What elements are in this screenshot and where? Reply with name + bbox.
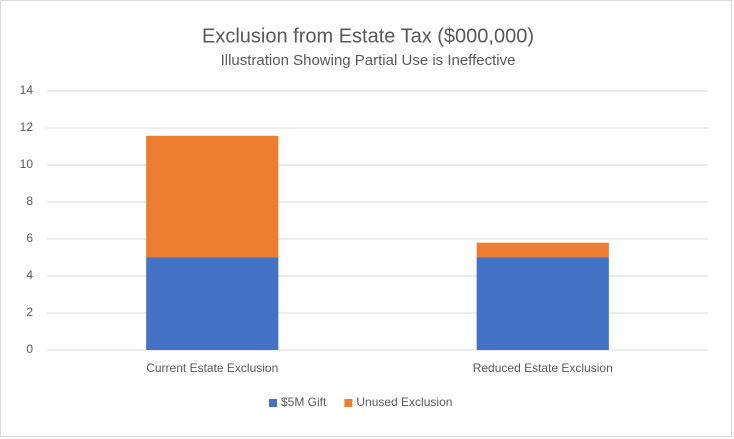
- y-tick-label: 0: [26, 342, 33, 356]
- x-tick-label: Current Estate Exclusion: [146, 361, 278, 375]
- bar-segment: [146, 135, 279, 258]
- y-tick-label: 6: [26, 231, 33, 245]
- y-tick-label: 2: [26, 305, 33, 319]
- chart-title: Exclusion from Estate Tax ($000,000): [202, 25, 534, 47]
- legend-label: $5M Gift: [281, 395, 327, 409]
- bar-segment: [476, 257, 609, 350]
- y-tick-label: 4: [26, 268, 33, 282]
- legend-swatch: [344, 399, 353, 407]
- y-tick-label: 10: [20, 157, 34, 171]
- bar-segment: [146, 257, 279, 350]
- y-tick-label: 8: [26, 194, 33, 208]
- y-tick-label: 12: [20, 120, 34, 134]
- y-tick-label: 14: [20, 83, 34, 97]
- legend-label: Unused Exclusion: [356, 395, 452, 409]
- legend-swatch: [269, 399, 277, 407]
- bar-segment: [476, 242, 609, 258]
- x-tick-label: Reduced Estate Exclusion: [473, 361, 613, 375]
- chart-subtitle: Illustration Showing Partial Use is Inef…: [221, 52, 516, 69]
